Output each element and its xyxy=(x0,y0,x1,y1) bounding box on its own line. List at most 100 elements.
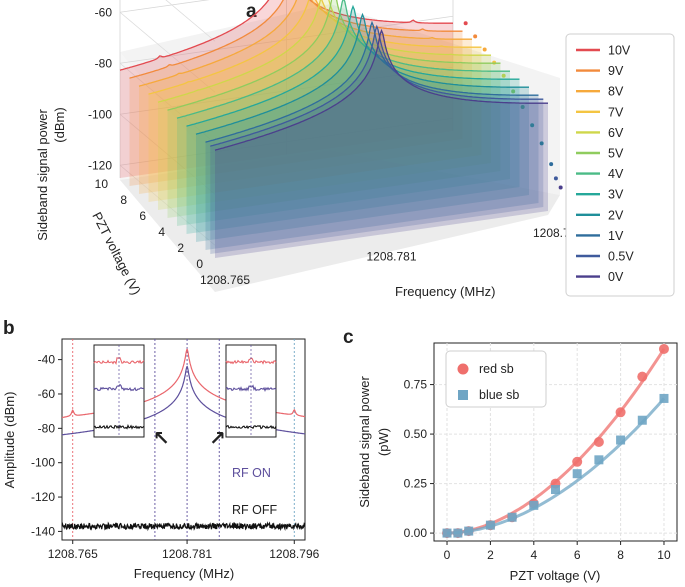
panel-c-point-blue xyxy=(637,415,647,425)
panel-a-legend-label-9V: 9V xyxy=(608,64,624,78)
panel-c-point-red xyxy=(658,343,669,354)
panel-a-ztick: -100 xyxy=(88,107,112,121)
panel-c-label: c xyxy=(343,327,354,348)
panel-a-legend-label-2V: 2V xyxy=(608,208,624,222)
panel-b-ylabel: Amplitude (dBm) xyxy=(2,392,17,489)
panel-a-trace-2V xyxy=(195,12,529,135)
panel-c-legend-frame xyxy=(445,350,547,408)
panel-c-point-blue xyxy=(507,512,517,522)
panel-a-ytick: 4 xyxy=(158,225,165,239)
panel-c-xtick-label: 0 xyxy=(444,548,451,562)
panel-c-series xyxy=(442,343,669,539)
panel-c-point-blue xyxy=(529,500,539,510)
panel-a-legend-label-0V: 0V xyxy=(608,270,624,284)
panel-a-ytick: 8 xyxy=(120,193,127,207)
panel-c-xtick-label: 2 xyxy=(487,548,494,562)
panel-b-inset-trace xyxy=(225,424,277,430)
panel-a-trace-fill-4V xyxy=(177,0,510,226)
panel-c-ticks: 0 2 4 6 8 10 0.00 0.25 0.50 0.75 xyxy=(404,378,671,562)
panel-a-zlabel-line2: (dBm) xyxy=(52,107,67,142)
panel-a-ytick: 10 xyxy=(95,177,109,191)
panel-c-fit-1 xyxy=(446,397,666,535)
panel-a-ztick: -120 xyxy=(88,158,112,172)
panel-a-trace-1V xyxy=(205,20,539,143)
panel-c-xlabel: PZT voltage (V) xyxy=(510,568,601,583)
panel-c-legend-swatch-red xyxy=(457,363,469,375)
panel-a-sb-dot-5V xyxy=(511,89,516,94)
panel-a-3d-chart: -40-60-80-100-12002468101208.7651208.781… xyxy=(35,0,675,299)
panel-c-ytick-label: 0.50 xyxy=(404,427,428,441)
panel-c-chart: 0 2 4 6 8 10 0.00 0.25 0.50 0.75 red sb blue sb PZ… xyxy=(357,342,678,583)
panel-c-point-red xyxy=(637,371,648,382)
panel-a-trace-10V xyxy=(119,0,453,71)
panel-a-floor xyxy=(120,150,560,292)
panel-a-gridline-z xyxy=(119,0,210,13)
panel-a-sb-dot-9V xyxy=(473,34,478,39)
panel-c-xtick-label: 10 xyxy=(657,548,671,562)
panel-c-point-blue xyxy=(659,393,669,403)
panel-a-xlabel: Frequency (MHz) xyxy=(395,284,495,299)
panel-c-point-blue xyxy=(572,469,582,479)
panel-a-ztick: -60 xyxy=(95,5,113,19)
panel-b-ytick-label: -80 xyxy=(38,421,56,435)
panel-b-xtick-label: 1208.765 xyxy=(48,547,98,561)
panel-a-legend: 10V 9V 8V 7V 6V 5V 4V 3V 2V 1V 0.5V 0V xyxy=(565,33,675,297)
panel-a-sb-dot-0.5V xyxy=(553,176,558,181)
panel-a-label: a xyxy=(246,1,257,22)
panel-a-trace-fill-5V xyxy=(167,0,501,218)
panel-a-zlabel-line1: Sideband signal power xyxy=(35,109,50,241)
panel-a-legend-label-6V: 6V xyxy=(608,126,624,140)
panel-a-trace-5V xyxy=(167,0,501,111)
panel-a-sb-dot-6V xyxy=(501,73,506,78)
panel-b-xlabel: Frequency (MHz) xyxy=(134,566,234,581)
panel-c-ylabel-line1: Sideband signal power xyxy=(357,376,372,508)
panel-b-arrow-left-icon: ↖ xyxy=(153,428,170,450)
panel-a-trace-fill-10V xyxy=(120,0,453,178)
panel-c-legend: red sb blue sb xyxy=(445,350,547,408)
panel-a-ytick: 2 xyxy=(177,241,184,255)
panel-b-chart: -40 -60 -80 -100 -120 -140 1208.765 1208.781 120… xyxy=(2,338,320,581)
panel-a-back-wall xyxy=(120,4,560,195)
panel-b-label: b xyxy=(3,318,15,339)
panel-a-ytick: 6 xyxy=(139,209,146,223)
panel-b-inset-traces xyxy=(93,345,277,437)
panel-c-xtick-label: 6 xyxy=(574,548,581,562)
panel-b-xtick-label: 1208.781 xyxy=(162,547,212,561)
panel-a-legend-label-8V: 8V xyxy=(608,85,624,99)
panel-a-legend-label-1V: 1V xyxy=(608,229,624,243)
panel-b-series-2 xyxy=(61,521,306,532)
panel-b-rf-off-label: RF OFF xyxy=(232,503,277,517)
panel-a-trace-fill-0.5V xyxy=(210,26,544,254)
panel-a-legend-label-4V: 4V xyxy=(608,167,624,181)
panel-c-point-red xyxy=(572,456,583,467)
panel-a-trace-7V xyxy=(148,0,482,95)
panel-b-xtick-label: 1208.796 xyxy=(269,547,319,561)
panel-b-ytick-label: -100 xyxy=(31,456,55,470)
panel-c-xtick-label: 4 xyxy=(530,548,537,562)
panel-a-sb-dot-3V xyxy=(530,123,535,128)
panel-a-legend-frame xyxy=(565,33,675,297)
panel-b-ytick-label: -60 xyxy=(38,387,56,401)
panel-a-gridline-z-side xyxy=(165,0,216,42)
panel-c-xtick-label: 8 xyxy=(617,548,624,562)
panel-c-ytick-label: 0.75 xyxy=(404,378,428,392)
panel-a-gridline-z-side xyxy=(119,164,216,246)
panel-a-ztick: -80 xyxy=(95,56,113,70)
panel-c-point-blue xyxy=(594,455,604,465)
panel-a-trace-0.5V xyxy=(210,24,544,147)
panel-a-trace-fill-3V xyxy=(186,6,520,234)
panel-a-trace-0V xyxy=(214,28,548,151)
panel-a-xtick: 1208.781 xyxy=(366,250,416,264)
panel-c-legend-swatch-blue xyxy=(458,390,468,400)
panel-c-legend-label-blue: blue sb xyxy=(479,388,519,402)
panel-b-ytick-label: -120 xyxy=(31,490,55,504)
panel-a-legend-label-5V: 5V xyxy=(608,147,624,161)
panel-a-trace-4V xyxy=(176,0,510,119)
panel-a-xtick: 1208.765 xyxy=(200,273,250,287)
panel-a-ytick: 0 xyxy=(196,257,203,271)
panel-a-sb-dot-8V xyxy=(482,47,487,52)
panel-a-ylabel: PZT voltage (V) xyxy=(89,210,144,298)
panel-a-sb-dot-0V xyxy=(558,185,563,190)
panel-a-legend-label-10V: 10V xyxy=(608,44,631,58)
